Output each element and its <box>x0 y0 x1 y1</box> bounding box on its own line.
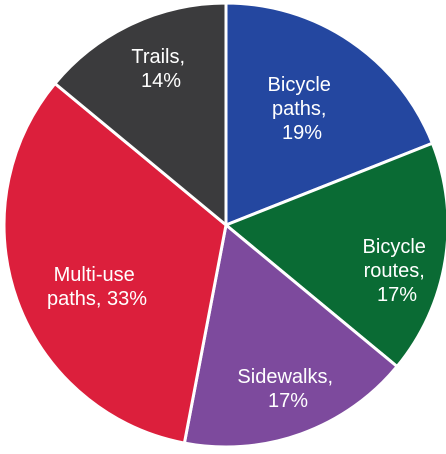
pie-slice <box>2 81 228 445</box>
label-line: routes, <box>364 260 431 282</box>
label-line: Multi-use <box>54 264 141 286</box>
label-line: 17% <box>377 284 417 306</box>
label-line: 17% <box>268 390 308 412</box>
pie-slice <box>224 1 434 227</box>
label-line: 14% <box>141 70 181 92</box>
label-line: paths, 33% <box>47 288 147 310</box>
label-line: 19% <box>282 122 322 144</box>
label-line: Bicycle <box>268 74 337 96</box>
label-line: paths, <box>272 98 332 120</box>
pie-slice <box>53 1 228 227</box>
slice-label: Bicycle routes, 17% <box>363 236 432 306</box>
label-line: Bicycle <box>363 236 432 258</box>
slice-label: Sidewalks, 17% <box>237 366 338 412</box>
pie-slice <box>182 223 399 449</box>
label-line: Trails, <box>131 46 190 68</box>
slice-label: Trails, 14% <box>131 46 190 92</box>
slice-label: Multi-use paths, 33% <box>47 264 147 310</box>
pie-slice <box>224 141 446 369</box>
label-line: Sidewalks, <box>237 366 338 388</box>
slice-label: Bicycle paths, 19% <box>268 74 337 144</box>
